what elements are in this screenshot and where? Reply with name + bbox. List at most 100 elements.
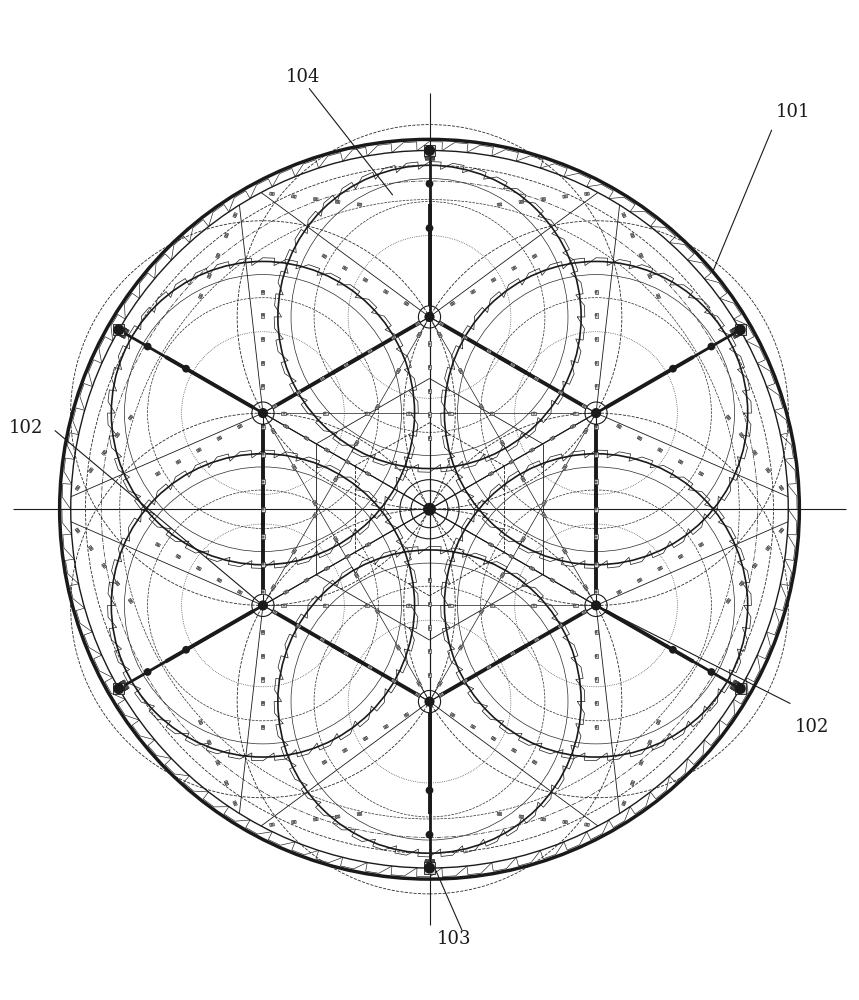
Polygon shape <box>533 412 534 414</box>
Circle shape <box>425 180 434 188</box>
Bar <box>113 683 125 694</box>
Polygon shape <box>595 726 597 728</box>
Polygon shape <box>368 349 373 354</box>
Polygon shape <box>375 609 380 614</box>
Polygon shape <box>425 153 428 155</box>
Polygon shape <box>283 412 285 414</box>
Polygon shape <box>460 646 462 649</box>
Polygon shape <box>594 313 598 318</box>
Polygon shape <box>122 686 127 691</box>
Polygon shape <box>425 156 428 159</box>
Polygon shape <box>216 760 220 765</box>
Polygon shape <box>406 412 411 415</box>
Polygon shape <box>425 860 428 862</box>
Polygon shape <box>122 327 128 333</box>
Circle shape <box>425 224 434 232</box>
Polygon shape <box>779 528 784 533</box>
Polygon shape <box>698 542 704 547</box>
Polygon shape <box>428 365 431 369</box>
Polygon shape <box>570 424 576 429</box>
Polygon shape <box>431 859 434 863</box>
Polygon shape <box>678 554 683 559</box>
Polygon shape <box>89 469 92 472</box>
Polygon shape <box>282 412 286 415</box>
Polygon shape <box>393 680 395 682</box>
Circle shape <box>113 683 125 694</box>
Polygon shape <box>343 266 348 270</box>
Polygon shape <box>103 564 106 567</box>
Polygon shape <box>425 863 428 866</box>
Polygon shape <box>529 566 534 571</box>
Polygon shape <box>425 151 428 156</box>
Polygon shape <box>510 651 515 656</box>
Polygon shape <box>376 406 379 408</box>
Polygon shape <box>354 573 359 578</box>
Polygon shape <box>736 682 742 687</box>
Polygon shape <box>124 328 130 333</box>
Polygon shape <box>428 412 431 417</box>
Polygon shape <box>594 479 598 484</box>
Polygon shape <box>344 749 346 752</box>
Polygon shape <box>284 591 287 593</box>
Polygon shape <box>216 253 220 258</box>
Polygon shape <box>346 461 349 463</box>
Polygon shape <box>130 416 132 419</box>
Polygon shape <box>639 253 643 258</box>
Polygon shape <box>733 328 736 331</box>
Polygon shape <box>262 536 264 538</box>
Polygon shape <box>346 555 349 558</box>
Polygon shape <box>737 682 743 688</box>
Polygon shape <box>491 736 497 741</box>
Polygon shape <box>262 563 264 565</box>
Polygon shape <box>431 155 434 157</box>
Polygon shape <box>216 436 222 441</box>
Polygon shape <box>239 425 241 428</box>
Polygon shape <box>431 861 434 865</box>
Polygon shape <box>733 326 739 332</box>
Polygon shape <box>271 428 276 434</box>
Polygon shape <box>364 279 367 281</box>
Polygon shape <box>488 666 490 669</box>
Polygon shape <box>490 412 494 415</box>
Polygon shape <box>121 327 124 330</box>
Polygon shape <box>237 424 242 429</box>
Polygon shape <box>431 156 434 158</box>
Circle shape <box>258 408 268 418</box>
Polygon shape <box>594 562 598 567</box>
Polygon shape <box>383 289 388 294</box>
Polygon shape <box>314 818 318 821</box>
Polygon shape <box>448 604 453 607</box>
Polygon shape <box>731 686 734 689</box>
Polygon shape <box>207 740 211 745</box>
Polygon shape <box>292 464 296 470</box>
Polygon shape <box>431 863 434 865</box>
Text: 104: 104 <box>286 68 320 86</box>
Polygon shape <box>123 328 129 333</box>
Polygon shape <box>344 651 349 656</box>
Polygon shape <box>737 333 740 336</box>
Polygon shape <box>282 604 286 607</box>
Polygon shape <box>75 485 80 491</box>
Polygon shape <box>439 692 444 697</box>
Polygon shape <box>295 390 302 395</box>
Polygon shape <box>491 604 493 606</box>
Circle shape <box>708 343 716 350</box>
Polygon shape <box>448 412 453 415</box>
Polygon shape <box>492 279 495 281</box>
Polygon shape <box>323 604 328 607</box>
Polygon shape <box>451 714 454 716</box>
Polygon shape <box>304 578 309 583</box>
Polygon shape <box>425 155 428 160</box>
Circle shape <box>734 324 746 335</box>
Polygon shape <box>397 370 399 372</box>
Polygon shape <box>440 322 442 325</box>
Circle shape <box>424 696 435 707</box>
Polygon shape <box>120 687 126 692</box>
Polygon shape <box>425 154 428 156</box>
Circle shape <box>592 601 600 610</box>
Polygon shape <box>417 334 420 336</box>
Polygon shape <box>431 861 434 866</box>
Polygon shape <box>283 590 289 594</box>
Polygon shape <box>293 196 295 198</box>
Polygon shape <box>511 364 515 366</box>
